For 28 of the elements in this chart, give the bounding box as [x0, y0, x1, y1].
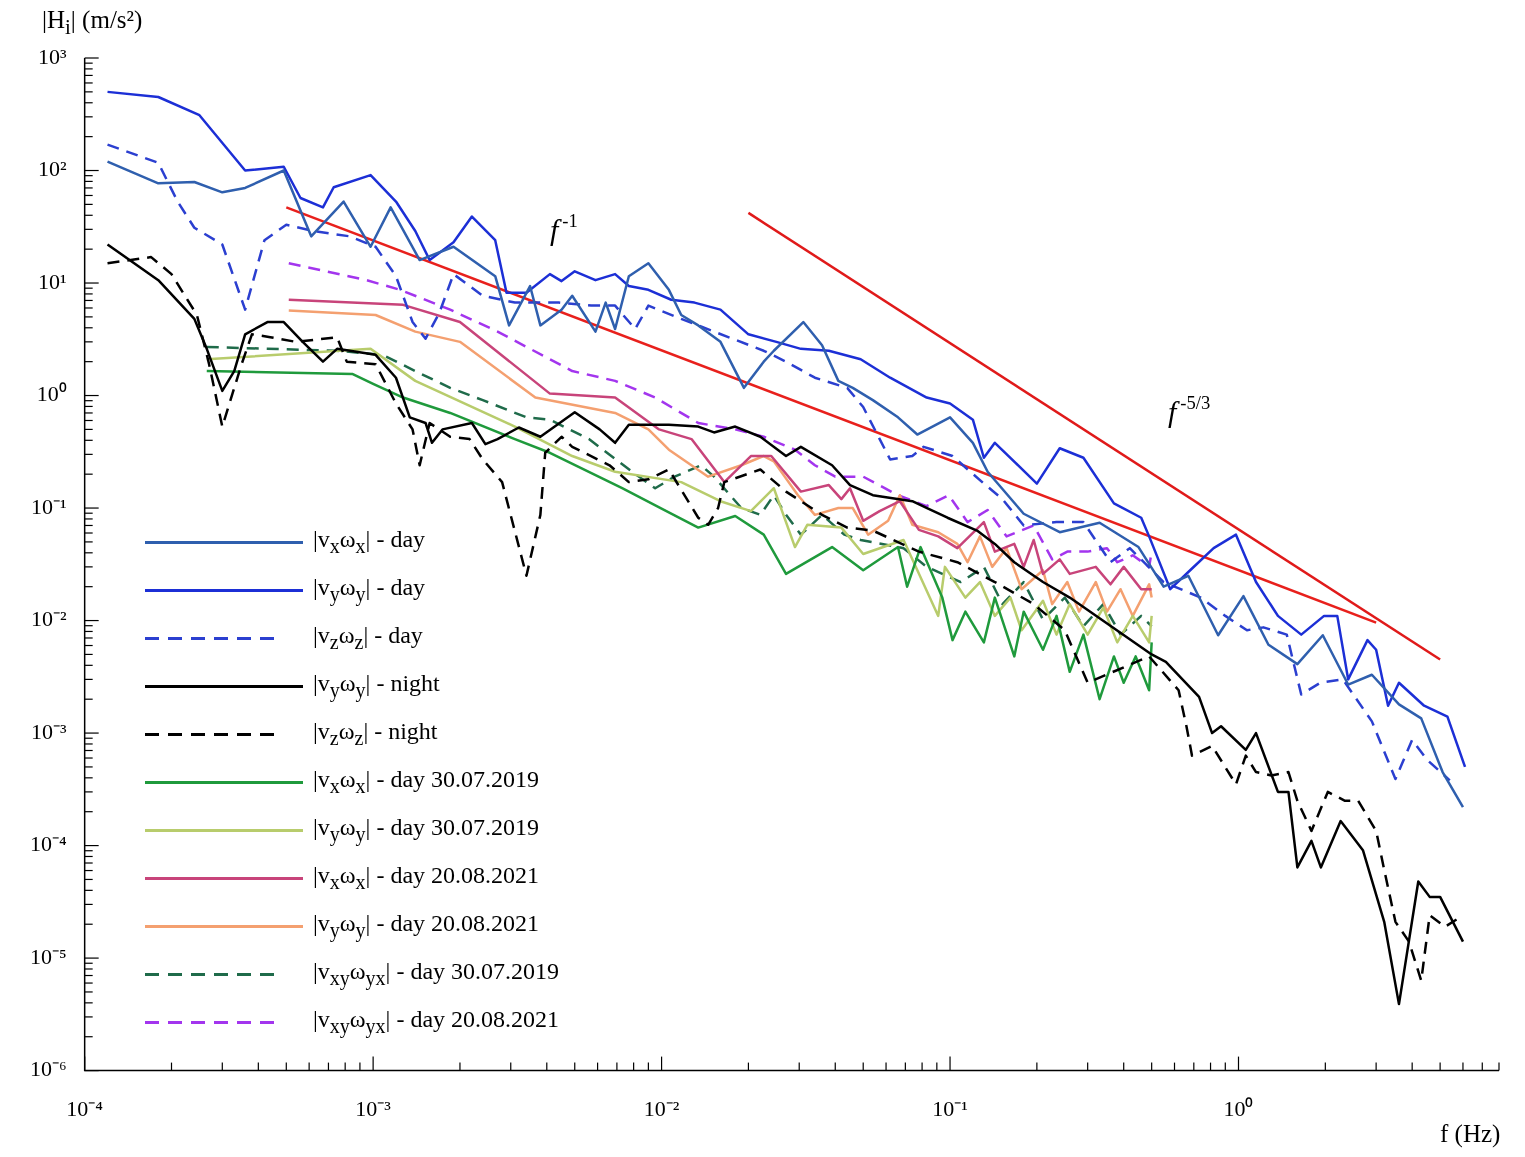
x-tick-label: 10⁻¹ — [932, 1095, 968, 1121]
y-tick-label: 10⁻⁵ — [30, 943, 67, 969]
y-tick-label: 10⁰ — [36, 381, 67, 407]
x-axis-title: f (Hz) — [1440, 1120, 1501, 1148]
legend-label: |v$_{x}$ω$_{x}$| - day — [313, 526, 426, 558]
y-tick-label: 10⁻¹ — [31, 493, 67, 519]
y-tick-label: 10⁻² — [31, 606, 68, 632]
y-tick-label: 10⁻³ — [31, 718, 68, 744]
legend-label: |v$_{z}$ω$_{z}$| - night — [313, 718, 438, 750]
legend-label: |v$_{x}$ω$_{x}$| - day 20.08.2021 — [313, 862, 540, 894]
y-tick-label: 10⁻⁴ — [30, 831, 67, 857]
x-tick-label: 10⁻³ — [355, 1095, 392, 1121]
y-tick-label: 10⁻⁶ — [30, 1056, 67, 1082]
x-tick-label: 10⁰ — [1223, 1095, 1254, 1121]
x-tick-label: 10⁻² — [643, 1095, 680, 1121]
legend-label: |v$_{xy}$ω$_{yx}$| - day 20.08.2021 — [313, 1006, 560, 1038]
y-tick-label: 10¹ — [38, 268, 67, 294]
y-axis-title: |H$_{i}$| (m/s²) — [42, 6, 143, 40]
legend-label: |v$_{y}$ω$_{y}$| - night — [313, 670, 440, 702]
legend-label: |v$_{z}$ω$_{z}$| - day — [313, 622, 423, 654]
legend-label: |v$_{y}$ω$_{y}$| - day — [313, 574, 426, 606]
legend-label: |v$_{xy}$ω$_{yx}$| - day 30.07.2019 — [313, 958, 560, 990]
y-tick-label: 10² — [38, 156, 68, 182]
y-tick-label: 10³ — [38, 43, 68, 69]
x-tick-label: 10⁻⁴ — [66, 1095, 104, 1121]
legend-label: |v$_{y}$ω$_{y}$| - day 20.08.2021 — [313, 910, 540, 942]
legend-label: |v$_{y}$ω$_{y}$| - day 30.07.2019 — [313, 814, 540, 846]
legend-label: |v$_{x}$ω$_{x}$| - day 30.07.2019 — [313, 766, 540, 798]
